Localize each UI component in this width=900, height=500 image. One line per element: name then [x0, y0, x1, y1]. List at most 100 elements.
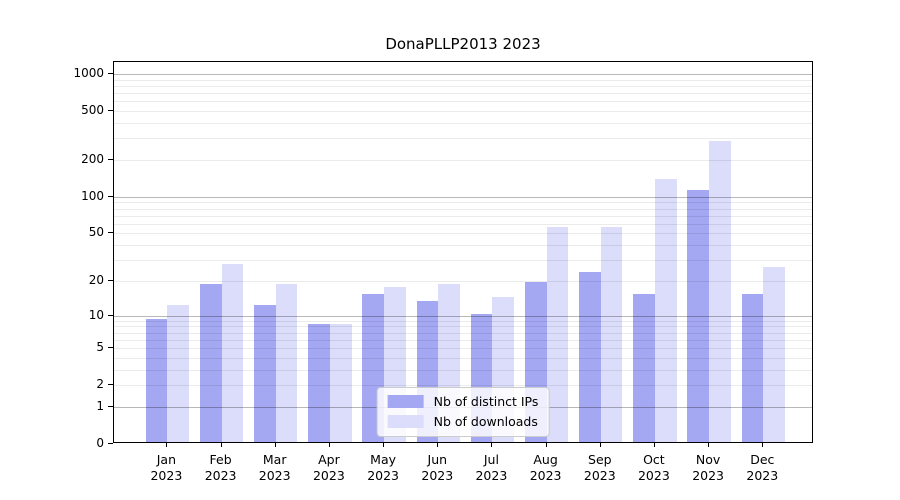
- bar-downloads-oct: [654, 178, 677, 442]
- gridline-minor: [114, 369, 812, 371]
- y-axis-tick: [108, 109, 113, 111]
- bar-downloads-nov: [709, 140, 731, 442]
- x-axis-tick: [220, 443, 222, 447]
- gridline-minor: [114, 385, 812, 387]
- x-tick-label: Jan 2023: [150, 452, 183, 483]
- gridline-minor: [114, 233, 812, 235]
- gridline-minor: [114, 339, 812, 341]
- x-axis-tick: [599, 443, 601, 447]
- x-axis-tick: [545, 443, 547, 447]
- bar-ips-apr: [308, 324, 330, 442]
- y-axis-tick: [108, 347, 113, 348]
- x-tick-label: Aug 2023: [529, 452, 562, 483]
- y-tick-label: 10: [88, 307, 104, 322]
- x-tick-label: Feb 2023: [204, 452, 237, 483]
- x-axis-tick: [328, 443, 330, 447]
- x-tick-label: Dec 2023: [746, 452, 779, 483]
- gridline-minor: [114, 85, 812, 87]
- bar-downloads-mar: [275, 284, 298, 442]
- chart-title: DonaPLLP2013 2023: [385, 35, 541, 53]
- gridline-minor: [114, 138, 812, 140]
- bar-ips-nov: [687, 189, 710, 442]
- gridline-minor: [114, 245, 812, 246]
- x-tick-label: May 2023: [367, 452, 399, 483]
- x-axis-tick: [437, 443, 439, 447]
- legend-item-distinct-ips: Nb of distinct IPs: [387, 394, 539, 409]
- legend-swatch-downloads: [387, 415, 424, 428]
- x-tick-label: Jun 2023: [421, 452, 454, 483]
- bar-ips-sep: [579, 271, 601, 442]
- gridline-minor: [114, 122, 812, 124]
- gridline-minor: [114, 159, 812, 161]
- gridline-minor: [114, 348, 812, 349]
- y-tick-label: 500: [81, 102, 104, 117]
- y-tick-label: 50: [88, 225, 104, 240]
- bar-ips-mar: [254, 304, 276, 442]
- gridline-minor: [114, 320, 812, 322]
- legend-label-downloads: Nb of downloads: [433, 414, 538, 429]
- legend: Nb of distinct IPs Nb of downloads: [376, 387, 550, 437]
- x-tick-label: Nov 2023: [692, 452, 724, 483]
- legend-swatch-distinct-ips: [387, 395, 424, 408]
- gridline-major: [114, 196, 812, 198]
- gridline-minor: [114, 280, 812, 282]
- y-tick-label: 1: [96, 398, 104, 413]
- x-axis-tick: [762, 443, 764, 447]
- y-axis-tick: [108, 314, 113, 316]
- bar-downloads-dec: [763, 267, 785, 442]
- x-axis-tick: [166, 443, 168, 447]
- x-axis-tick: [653, 443, 655, 447]
- bar-ips-feb: [199, 284, 222, 442]
- y-tick-label: 20: [88, 272, 104, 287]
- x-tick-label: Apr 2023: [312, 452, 345, 483]
- y-axis-tick: [108, 405, 113, 407]
- bar-ips-jan: [145, 318, 168, 442]
- y-tick-label: 2: [96, 377, 104, 392]
- y-axis-tick: [108, 72, 113, 74]
- gridline-minor: [114, 260, 812, 261]
- y-tick-label: 5: [96, 340, 104, 354]
- x-axis-tick: [274, 443, 276, 447]
- gridline-minor: [114, 110, 812, 112]
- x-tick-label: Mar 2023: [258, 452, 291, 483]
- y-axis-tick: [108, 232, 113, 234]
- bar-downloads-sep: [600, 227, 623, 442]
- gridline-minor: [114, 208, 812, 210]
- y-axis-tick: [108, 195, 113, 197]
- gridline-minor: [114, 202, 812, 204]
- x-axis-tick: [383, 443, 385, 447]
- gridline-major: [114, 73, 812, 75]
- gridline-minor: [114, 332, 812, 334]
- gridline-minor: [114, 79, 812, 81]
- bar-ips-dec: [741, 293, 764, 442]
- plot-area: Nb of distinct IPs Nb of downloads: [113, 61, 813, 443]
- gridline-minor: [114, 357, 812, 359]
- legend-item-downloads: Nb of downloads: [387, 414, 539, 429]
- bar-downloads-aug: [546, 227, 569, 442]
- legend-label-distinct-ips: Nb of distinct IPs: [433, 394, 539, 409]
- gridline-minor: [114, 101, 812, 103]
- gridline-minor: [114, 326, 812, 328]
- x-axis-tick: [491, 443, 493, 447]
- bar-downloads-jan: [167, 304, 190, 442]
- x-tick-label: Oct 2023: [637, 452, 670, 483]
- x-axis-tick: [708, 443, 710, 447]
- x-tick-label: Sep 2023: [583, 452, 616, 483]
- y-tick-label: 1000: [73, 65, 104, 80]
- y-tick-label: 0: [96, 436, 104, 450]
- y-axis-tick: [108, 279, 113, 281]
- y-axis-tick: [108, 158, 113, 160]
- bar-ips-oct: [633, 293, 655, 442]
- bar-downloads-feb: [221, 263, 244, 442]
- y-axis-tick: [108, 384, 113, 386]
- y-axis-tick: [108, 443, 113, 444]
- gridline-minor: [114, 223, 812, 225]
- bar-downloads-apr: [329, 324, 352, 442]
- gridline-minor: [114, 215, 812, 217]
- y-tick-label: 200: [81, 151, 104, 166]
- x-tick-label: Jul 2023: [475, 452, 508, 483]
- gridline-minor: [114, 93, 812, 94]
- y-tick-label: 100: [81, 188, 104, 203]
- gridline-major: [114, 315, 812, 317]
